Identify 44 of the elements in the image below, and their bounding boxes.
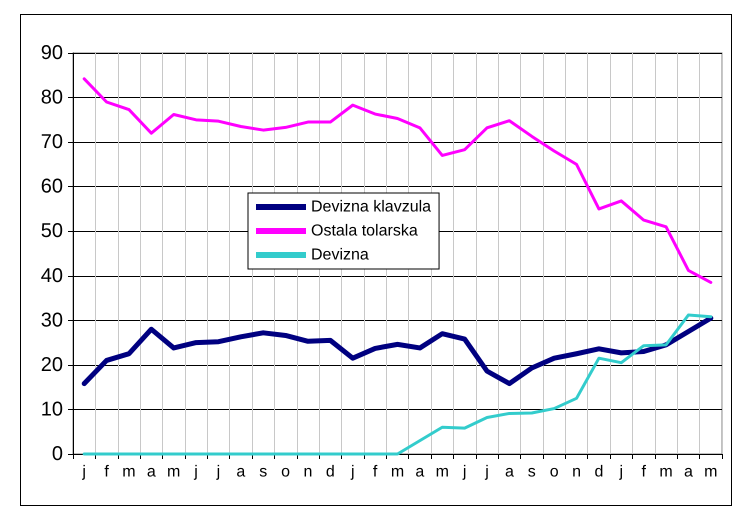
x-tick-label: a: [415, 464, 424, 480]
x-tick-label: j: [462, 464, 466, 480]
x-tick-label: j: [350, 464, 355, 480]
y-tick-label: 10: [40, 398, 63, 420]
x-tick-label: m: [122, 464, 136, 480]
x-tick-label: f: [641, 464, 646, 480]
x-tick-label: m: [390, 464, 404, 480]
x-tick-label: o: [281, 464, 290, 480]
x-tick-label: j: [484, 464, 489, 480]
x-tick-label: j: [193, 464, 198, 480]
x-tick-label: f: [104, 464, 110, 480]
y-tick-label: 70: [40, 131, 63, 154]
x-tick-label: o: [550, 464, 559, 480]
line-series: [82, 77, 712, 284]
y-tick-label: 50: [40, 220, 63, 242]
x-tick-label: m: [659, 464, 673, 480]
x-tick-label: n: [572, 464, 581, 480]
x-tick-label: a: [504, 464, 514, 480]
x-tick-label: f: [372, 464, 378, 480]
x-tick-label: a: [146, 464, 156, 480]
y-tick-label: 0: [52, 443, 63, 465]
x-tick-label: m: [704, 464, 718, 480]
x-tick-label: a: [684, 464, 693, 480]
y-tick-label: 40: [40, 264, 63, 287]
x-tick-label: m: [436, 464, 449, 480]
legend-label: Devizna: [311, 246, 369, 264]
y-tick-label: 80: [40, 86, 63, 109]
legend-label: Devizna klavzula: [311, 198, 432, 216]
x-tick-label: d: [594, 464, 604, 480]
x-tick-label: s: [259, 464, 268, 480]
x-tick-label: s: [528, 464, 536, 480]
line-series: [82, 313, 712, 456]
y-tick-label: 30: [40, 309, 63, 332]
y-tick-label: 20: [40, 354, 63, 376]
x-tick-label: d: [326, 464, 335, 480]
x-tick-label: m: [167, 464, 180, 480]
y-tick-label: 60: [40, 176, 63, 198]
x-tick-label: n: [304, 464, 312, 480]
x-tick-label: j: [81, 464, 86, 480]
x-tick-label: a: [236, 464, 246, 480]
x-tick-label: j: [618, 464, 624, 480]
x-tick-label: j: [216, 464, 220, 480]
legend-label: Ostala tolarska: [311, 222, 418, 240]
y-tick-label: 90: [40, 42, 63, 64]
